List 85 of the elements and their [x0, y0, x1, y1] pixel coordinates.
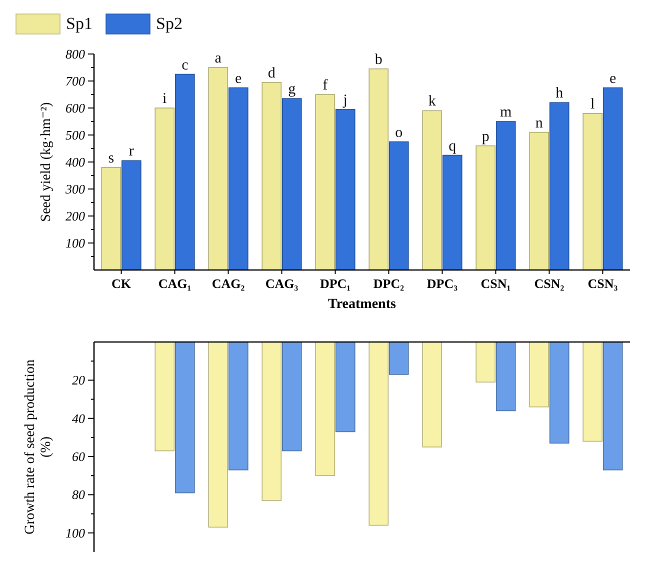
bar	[282, 342, 302, 452]
y-tick-label: 300	[64, 182, 86, 196]
x-tick-label: CAG₁	[158, 276, 192, 291]
bar	[496, 121, 516, 270]
data-label: s	[108, 150, 114, 166]
bar	[154, 108, 175, 270]
bar	[101, 167, 122, 270]
bar	[335, 342, 356, 432]
data-label: e	[235, 70, 242, 87]
bar	[208, 342, 228, 528]
x-tick-label: CSN₂	[534, 276, 564, 291]
data-label: m	[500, 104, 512, 120]
y-tick-label: 80	[72, 487, 86, 502]
data-label: f	[322, 78, 328, 94]
bar	[262, 82, 282, 270]
bar	[315, 342, 336, 476]
legend-label: Sp2	[156, 14, 182, 33]
bar	[174, 74, 195, 270]
x-tick-label: CK	[112, 276, 132, 291]
bar	[529, 342, 550, 408]
data-label: b	[374, 52, 382, 68]
y-axis-title: Seed yield (kg·hm⁻²)	[39, 102, 54, 222]
bar	[476, 342, 496, 382]
x-tick-label: CSN₃	[588, 276, 618, 291]
y-axis-title: Growth rate of seed production (%)	[23, 360, 54, 534]
bar	[582, 113, 603, 270]
data-label: o	[395, 124, 403, 141]
data-label: p	[482, 128, 490, 145]
bar	[496, 342, 516, 412]
y-tick-label: 600	[66, 100, 86, 116]
data-label: q	[448, 138, 457, 154]
data-label: a	[214, 50, 222, 66]
y-tick-label: 40	[72, 410, 86, 426]
bar	[121, 160, 142, 270]
y-tick-label: 200	[66, 208, 86, 224]
data-label: i	[162, 91, 167, 107]
bar	[368, 68, 389, 270]
data-label: e	[610, 70, 617, 87]
bar	[262, 342, 282, 501]
bar	[388, 141, 409, 270]
y-tick-label: 700	[66, 74, 86, 88]
x-tick-label: DPC₂	[373, 276, 404, 291]
bar	[442, 154, 462, 270]
data-label: n	[535, 115, 544, 132]
bar	[315, 94, 336, 270]
y-tick-label: 500	[66, 128, 86, 142]
bar	[476, 145, 496, 270]
x-tick-label: CAG₃	[265, 276, 298, 291]
legend-label: Sp1	[66, 14, 92, 33]
bar	[549, 102, 570, 270]
bar	[422, 342, 442, 448]
data-label: g	[288, 82, 296, 98]
data-label: k	[428, 94, 436, 110]
bar	[154, 342, 175, 452]
bar	[174, 342, 195, 494]
y-tick-label: 800	[66, 46, 86, 62]
x-tick-label: DPC₃	[426, 276, 458, 291]
bar	[422, 110, 442, 270]
bar	[368, 342, 389, 526]
data-label: r	[128, 144, 134, 160]
bar	[529, 132, 550, 270]
bar	[602, 87, 623, 270]
x-tick-label: CSN₁	[480, 276, 511, 291]
bar	[388, 342, 409, 375]
data-label: d	[268, 65, 276, 82]
bar	[582, 342, 603, 442]
bar	[602, 342, 623, 470]
y-tick-label: 100	[66, 525, 86, 540]
x-tick-label: DPC₁	[320, 276, 351, 291]
bar	[208, 67, 228, 270]
x-axis-title: Treatments	[328, 297, 396, 312]
bar	[549, 342, 570, 444]
bar	[228, 342, 248, 470]
data-label: h	[556, 86, 564, 102]
x-tick-label: CAG₂	[212, 276, 245, 291]
y-tick-label: 400	[66, 154, 86, 170]
y-tick-label: 100	[66, 236, 86, 250]
data-label: l	[590, 96, 595, 112]
bar	[228, 87, 248, 270]
bar	[282, 98, 302, 270]
y-tick-label: 20	[72, 372, 86, 388]
bar	[335, 108, 356, 270]
data-label: j	[342, 92, 348, 108]
y-tick-label: 60	[72, 449, 86, 464]
data-label: c	[182, 57, 189, 74]
